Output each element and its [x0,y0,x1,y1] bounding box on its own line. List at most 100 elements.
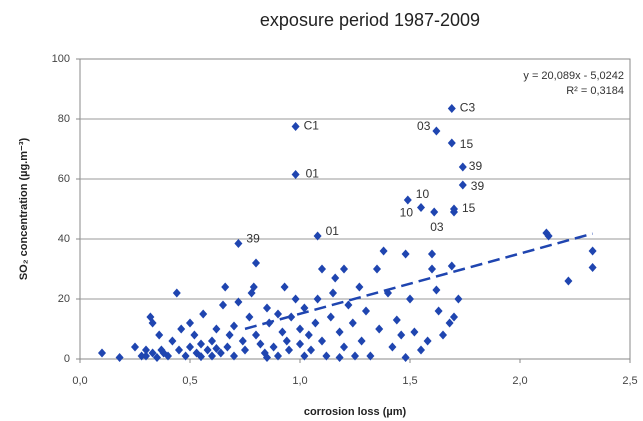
point [181,351,190,361]
point [313,294,322,304]
point [186,342,194,352]
point [432,126,441,136]
point [454,294,463,304]
point [406,294,414,304]
point [131,342,139,352]
point [430,207,439,217]
point [241,345,249,355]
point [256,339,265,349]
point [172,288,181,298]
point [197,352,205,362]
point [410,327,419,337]
x-tick-label: 1,0 [292,375,307,387]
x-tick-label: 0,5 [182,375,197,387]
point [153,353,161,362]
point [439,330,447,340]
point [142,351,150,361]
point [432,285,441,295]
point [313,231,322,241]
point [340,264,348,274]
point [322,351,331,361]
point [219,300,227,310]
point [331,273,340,283]
point [348,318,357,328]
point [434,306,443,316]
point [274,351,282,361]
point [252,330,260,340]
point [203,345,212,355]
point [142,345,150,355]
point [177,324,186,334]
point [137,351,146,361]
point [588,246,597,256]
point [148,318,157,328]
point [340,342,348,352]
point [326,312,335,322]
point [190,330,199,340]
point [230,321,238,331]
trend-r2: R² = 0,3184 [566,85,624,97]
point [238,336,247,346]
point [285,345,293,355]
x-tick-label: 0,0 [72,375,87,387]
point [186,318,194,328]
point [296,324,304,334]
point [375,324,384,334]
point [366,351,375,361]
point [417,203,425,212]
y-tick-label: 40 [58,233,70,245]
y-tick-label: 60 [58,173,70,185]
point [335,327,344,337]
point [329,288,337,298]
point [212,324,221,334]
trendline [244,232,593,331]
point-label: C3 [460,101,476,115]
point [197,339,205,349]
point [318,336,326,346]
point-label: 10 [416,187,430,201]
point [98,348,106,358]
point [401,249,410,259]
x-tick-label: 2,5 [622,375,637,387]
point [278,327,287,337]
y-axis-label: SO₂ concentration (µg.m⁻³) [18,138,30,281]
point [274,309,282,319]
point [263,353,271,362]
point [423,336,432,346]
point [335,353,344,362]
point [296,339,304,349]
point [234,239,243,248]
chart-title: exposure period 1987-2009 [260,10,480,30]
point [216,348,225,358]
x-tick-label: 2,0 [512,375,527,387]
point [447,138,456,148]
point-label: 39 [469,159,483,173]
point-label: 03 [417,119,431,133]
point [344,300,353,310]
point-label: C1 [304,119,320,133]
point-label: 10 [400,206,414,220]
point [447,261,456,271]
point-label: 01 [306,167,320,181]
point [269,342,278,352]
point [428,264,436,274]
point [280,282,289,292]
point [208,336,216,346]
point [450,204,458,214]
point [355,282,364,292]
point [223,342,232,352]
point [221,282,230,292]
point [588,263,597,272]
point [403,195,412,205]
y-tick-label: 80 [58,113,70,125]
plot-area [79,58,631,360]
point [362,306,370,316]
point [245,312,254,322]
point [458,180,467,190]
point [199,309,208,319]
point [300,303,309,313]
point [252,258,260,268]
x-tick-label: 1,5 [402,375,417,387]
point [249,282,258,292]
